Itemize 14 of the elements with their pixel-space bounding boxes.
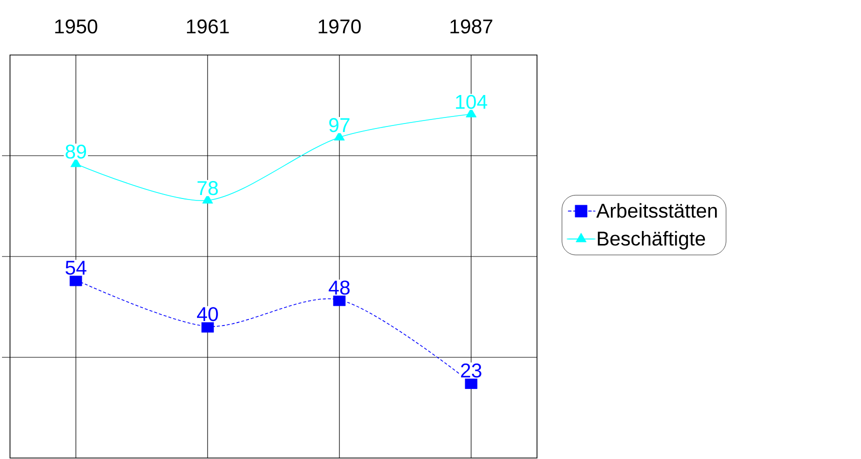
x-tick-label: 1950 [55, 19, 98, 34]
legend-label: Arbeitsstätten [596, 203, 717, 218]
data-label: 97 [329, 118, 350, 132]
data-label: 54 [66, 260, 86, 275]
data-label: 23 [461, 363, 482, 378]
data-label: 40 [197, 307, 218, 322]
data-label: 48 [328, 280, 350, 295]
x-tick-label: 1970 [318, 19, 361, 34]
data-label: 78 [198, 181, 218, 196]
x-tick-label: 1961 [186, 19, 229, 34]
data-label: 89 [66, 144, 86, 159]
data-label: 104 [456, 94, 488, 109]
x-tick-label: 1987 [450, 19, 492, 34]
legend-label: Beschäftigte [598, 231, 706, 250]
